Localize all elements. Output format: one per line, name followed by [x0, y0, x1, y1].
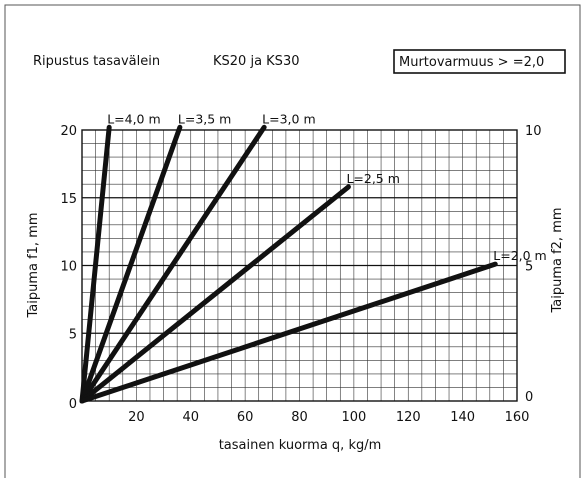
- y-left-tick-label: 20: [60, 124, 77, 139]
- y-right-tick-label: 10: [525, 124, 542, 139]
- x-tick-label: 100: [341, 410, 366, 425]
- series-line: [82, 264, 495, 401]
- header-center: KS20 ja KS30: [213, 54, 299, 69]
- x-axis-label: tasainen kuorma q, kg/m: [219, 438, 382, 453]
- series-lines: [82, 127, 495, 401]
- x-tick-labels: 20 40 60 80 100 120 140 160: [128, 410, 529, 425]
- figure-frame: [5, 5, 580, 478]
- y-left-tick-label: 15: [60, 192, 77, 207]
- y-left-tick-label: 5: [69, 327, 77, 342]
- header-left: Ripustus tasavälein: [33, 54, 160, 69]
- x-tick-label: 20: [128, 410, 145, 425]
- y-left-tick-label: 10: [60, 260, 77, 275]
- x-tick-label: 60: [237, 410, 254, 425]
- y-right-tick-label: 0: [525, 390, 533, 405]
- x-tick-label: 120: [396, 410, 421, 425]
- y-left-axis-label: Taipuma f1, mm: [26, 212, 41, 318]
- series-label: L=3,5 m: [178, 111, 231, 126]
- y-left-tick-labels: 0 5 10 15 20: [60, 124, 77, 412]
- series-label: L=4,0 m: [107, 111, 160, 126]
- y-left-tick-label: 0: [69, 397, 77, 412]
- series-label: L=2,0 m: [493, 248, 546, 263]
- x-tick-label: 140: [450, 410, 475, 425]
- series-label: L=2,5 m: [346, 171, 399, 186]
- header-boxed-text: Murtovarmuus > =2,0: [399, 55, 544, 70]
- x-tick-label: 40: [182, 410, 199, 425]
- series-label: L=3,0 m: [262, 111, 315, 126]
- x-tick-label: 80: [291, 410, 308, 425]
- grid: [82, 130, 517, 401]
- x-tick-label: 160: [505, 410, 530, 425]
- y-right-axis-label: Taipuma f2, mm: [550, 207, 565, 313]
